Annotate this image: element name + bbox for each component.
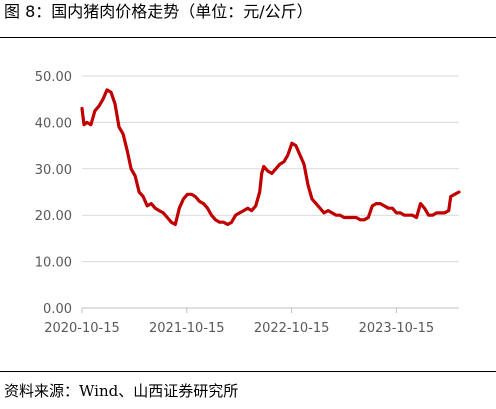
source-note: 资料来源：Wind、山西证券研究所 xyxy=(4,382,239,400)
x-axis xyxy=(81,307,459,313)
source-divider xyxy=(0,371,496,372)
y-axis-tick-labels: 0.00 10.00 20.00 30.00 40.00 50.00 xyxy=(35,70,72,317)
title-divider xyxy=(0,37,496,38)
x-tick-label: 2022-10-15 xyxy=(254,321,330,336)
y-tick-label: 50.00 xyxy=(35,70,72,85)
y-tick-label: 0.00 xyxy=(43,302,72,317)
x-tick-label: 2021-10-15 xyxy=(149,321,225,336)
series-lines xyxy=(80,88,461,227)
y-tick-label: 20.00 xyxy=(35,209,72,224)
y-tick-label: 30.00 xyxy=(35,163,72,178)
x-tick-label: 2020-10-15 xyxy=(44,321,120,336)
pork-price-line-chart: 0.00 10.00 20.00 30.00 40.00 50.00 2020-10-15… xyxy=(35,70,461,336)
y-tick-label: 40.00 xyxy=(35,116,72,131)
gridlines xyxy=(82,75,459,263)
x-axis-tick-labels: 2020-10-15 2021-10-15 2022-10-15 2023-10-15 xyxy=(44,321,434,336)
pork-price-series-line xyxy=(80,88,461,227)
y-tick-label: 10.00 xyxy=(35,256,72,271)
x-tick-label: 2023-10-15 xyxy=(359,321,435,336)
figure-title: 图 8：国内猪肉价格走势（单位：元/公斤） xyxy=(4,2,313,21)
